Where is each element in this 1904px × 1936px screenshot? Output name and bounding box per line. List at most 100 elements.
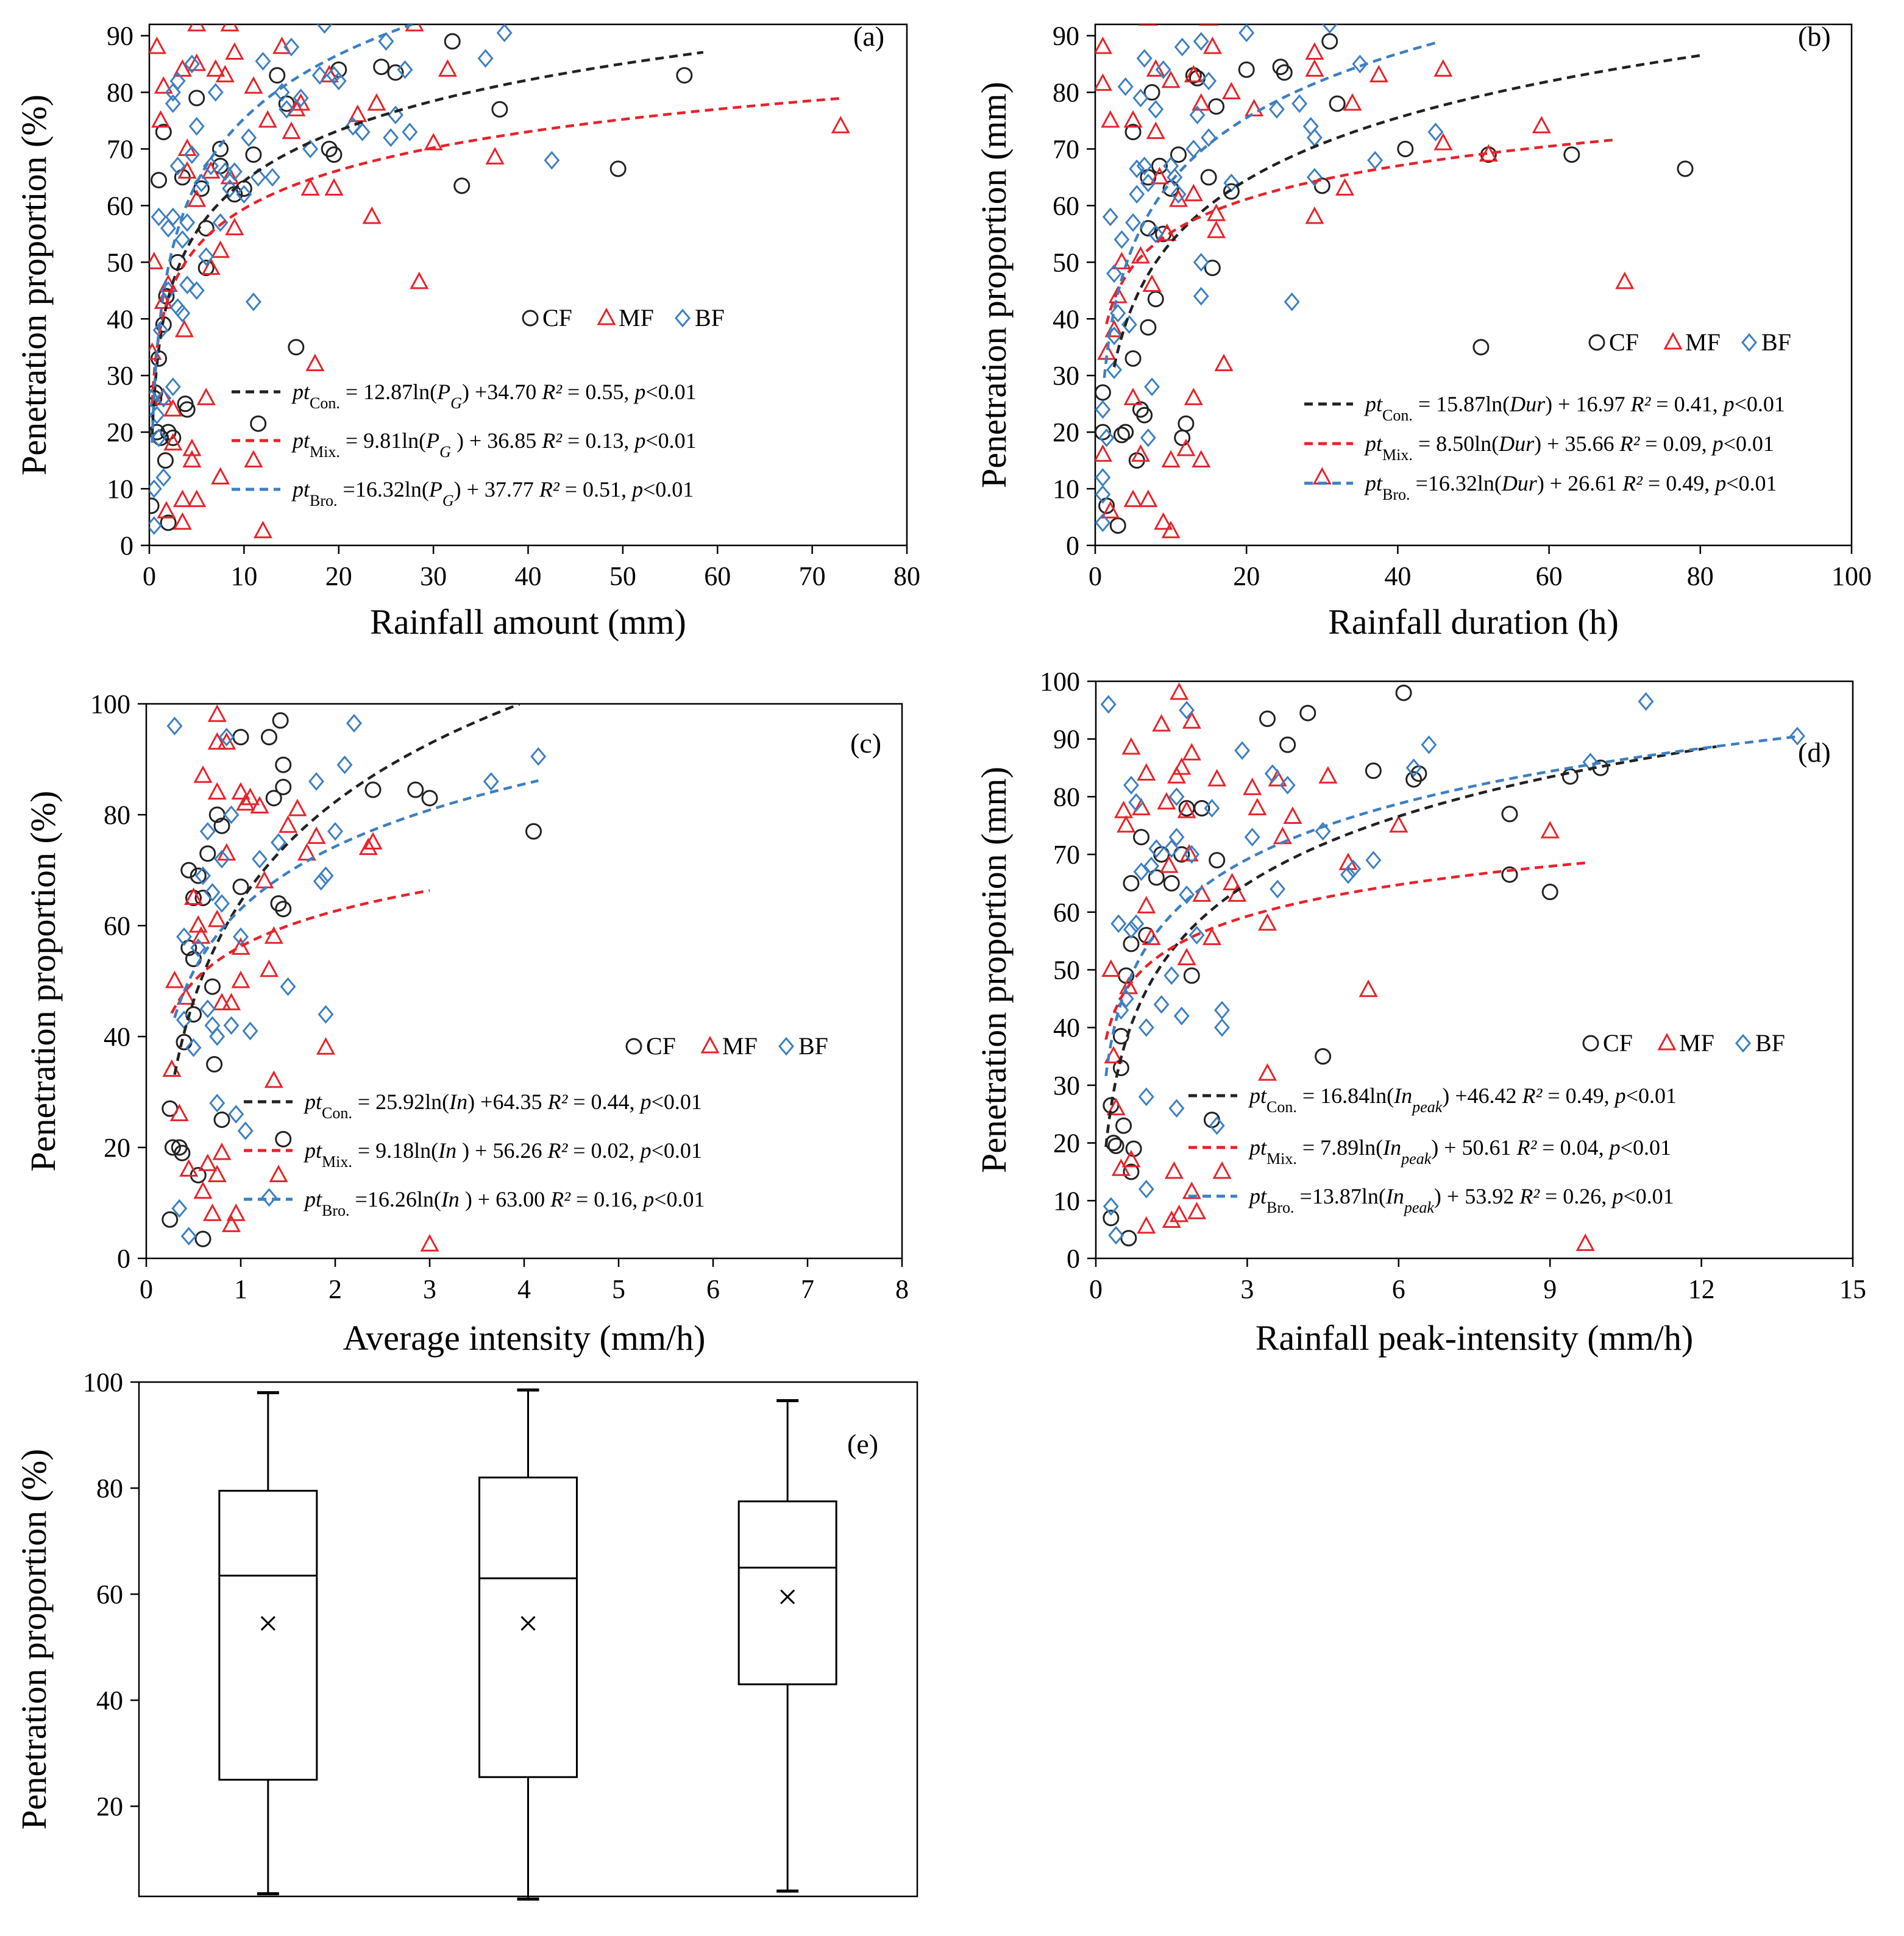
data-point-CF: [421, 790, 438, 807]
data-point-BF: [165, 94, 181, 113]
data-point-CF: [407, 781, 424, 798]
data-point-CF: [491, 101, 508, 118]
data-point-BF: [271, 833, 286, 852]
data-point-CF: [1103, 1210, 1120, 1227]
data-point-BF: [1264, 764, 1281, 783]
data-point-MF: [231, 782, 250, 800]
legend-marker-MF: [1663, 332, 1683, 350]
box-1: [218, 1391, 318, 1896]
data-point-CF: [321, 140, 338, 157]
x-tick-label: 4: [517, 1274, 531, 1304]
data-point-MF: [1199, 24, 1218, 26]
data-point-MF: [1131, 246, 1150, 264]
x-tick-label: 80: [1687, 561, 1714, 591]
data-point-MF: [187, 53, 207, 71]
x-tick-label: 60: [1536, 561, 1563, 591]
data-point-BF: [1110, 914, 1127, 934]
y-tick-label: 30: [107, 361, 133, 391]
data-point-MF: [1202, 37, 1222, 54]
data-point-BF: [1270, 879, 1286, 899]
data-point-MF: [1123, 489, 1143, 508]
data-point-MF: [831, 116, 850, 133]
data-point-BF: [1201, 71, 1217, 91]
data-point-BF: [214, 894, 230, 913]
x-tick-label: 20: [325, 561, 352, 591]
data-point-MF: [212, 993, 232, 1010]
data-point-MF: [221, 993, 241, 1010]
data-point-MF: [207, 909, 227, 927]
y-tick-label: 70: [1053, 134, 1079, 164]
data-point-CF: [176, 1034, 193, 1051]
data-point-CF: [1109, 517, 1126, 534]
plot-area: [162, 704, 547, 1252]
data-point-CF: [270, 895, 287, 912]
data-point-MF: [1258, 913, 1277, 931]
data-point-BF: [180, 1227, 197, 1246]
data-point-BF: [1174, 37, 1190, 57]
data-point-BF: [354, 122, 371, 141]
legend-label-CF: CF: [1609, 328, 1639, 356]
data-point-BF: [1193, 286, 1209, 306]
data-point-BF: [218, 728, 235, 746]
data-point-MF: [1164, 1161, 1184, 1179]
data-point-BF: [308, 772, 324, 791]
data-point-MF: [438, 59, 457, 77]
data-point-MF: [231, 970, 250, 988]
data-point-CF: [1259, 711, 1276, 728]
panel-label: (a): [853, 21, 884, 52]
data-point-MF: [157, 501, 176, 519]
fit-equation-BF: ptBro. =16.26ln(In ) + 63.00 R² = 0.16, …: [244, 1187, 705, 1219]
data-point-CF: [1223, 183, 1240, 200]
data-point-BF: [179, 275, 196, 294]
x-tick-label: 0: [1089, 1274, 1103, 1304]
data-point-BF: [169, 157, 186, 176]
data-point-BF: [1140, 428, 1156, 447]
data-point-CF: [1315, 1048, 1332, 1065]
data-point-MF: [165, 970, 185, 988]
data-point-CF: [1133, 829, 1150, 846]
data-point-MF: [264, 1070, 283, 1088]
x-tick-label: 8: [895, 1274, 909, 1304]
data-point-BF: [1268, 100, 1285, 119]
data-point-BF: [1128, 793, 1145, 812]
y-tick-label: 40: [96, 1686, 123, 1715]
x-tick-label: 3: [1240, 1274, 1254, 1304]
panel-a: 0 10 20 30 40 50 60 70 80 90 Penetration proportio…: [14, 21, 920, 642]
data-point-CF: [275, 779, 292, 795]
y-tick-label: 20: [96, 1792, 123, 1821]
fit-equation-CF: ptCon. = 12.87ln(PG) +34.70 R² = 0.55, p…: [232, 380, 697, 412]
y-tick-label: 80: [1053, 78, 1079, 108]
y-axis-title: Penetration proportion (mm): [974, 767, 1014, 1173]
data-point-BF: [1168, 787, 1185, 806]
data-point-MF: [1245, 99, 1264, 116]
data-point-MF: [149, 252, 164, 269]
data-point-BF: [169, 71, 186, 91]
data-point-MF: [163, 433, 183, 451]
fit-equation-MF: ptMix. = 7.89ln(Inpeak) + 50.61 R² = 0.0…: [1188, 1135, 1671, 1168]
data-point-MF: [193, 1181, 213, 1199]
data-point-CF: [213, 817, 230, 834]
data-point-CF: [1107, 1137, 1124, 1154]
data-point-CF: [250, 415, 267, 432]
data-point-BF: [316, 24, 333, 34]
data-point-MF: [154, 388, 173, 405]
data-point-MF: [1318, 766, 1338, 784]
data-point-BF: [214, 849, 230, 869]
data-point-BF: [1117, 77, 1134, 96]
data-point-MF: [1146, 121, 1165, 140]
data-point-CF: [269, 67, 286, 84]
x-tick-label: 7: [801, 1274, 814, 1304]
data-point-BF: [1367, 151, 1384, 170]
legend-label-BF: BF: [695, 304, 725, 332]
equation-text: ptMix. = 7.89ln(Inpeak) + 50.61 R² = 0.0…: [1248, 1135, 1671, 1168]
data-point-MF: [1177, 800, 1196, 818]
data-point-MF: [1157, 792, 1176, 810]
data-point-BF: [165, 377, 181, 397]
data-point-BF: [1284, 293, 1300, 311]
data-point-BF: [233, 927, 249, 946]
data-point-MF: [278, 815, 298, 833]
data-point-MF: [1187, 1202, 1207, 1219]
data-point-BF: [318, 866, 334, 885]
equation-text: ptCon. = 16.84ln(Inpeak) +46.42 R² = 0.4…: [1248, 1083, 1677, 1116]
data-point-MF: [1161, 450, 1181, 468]
